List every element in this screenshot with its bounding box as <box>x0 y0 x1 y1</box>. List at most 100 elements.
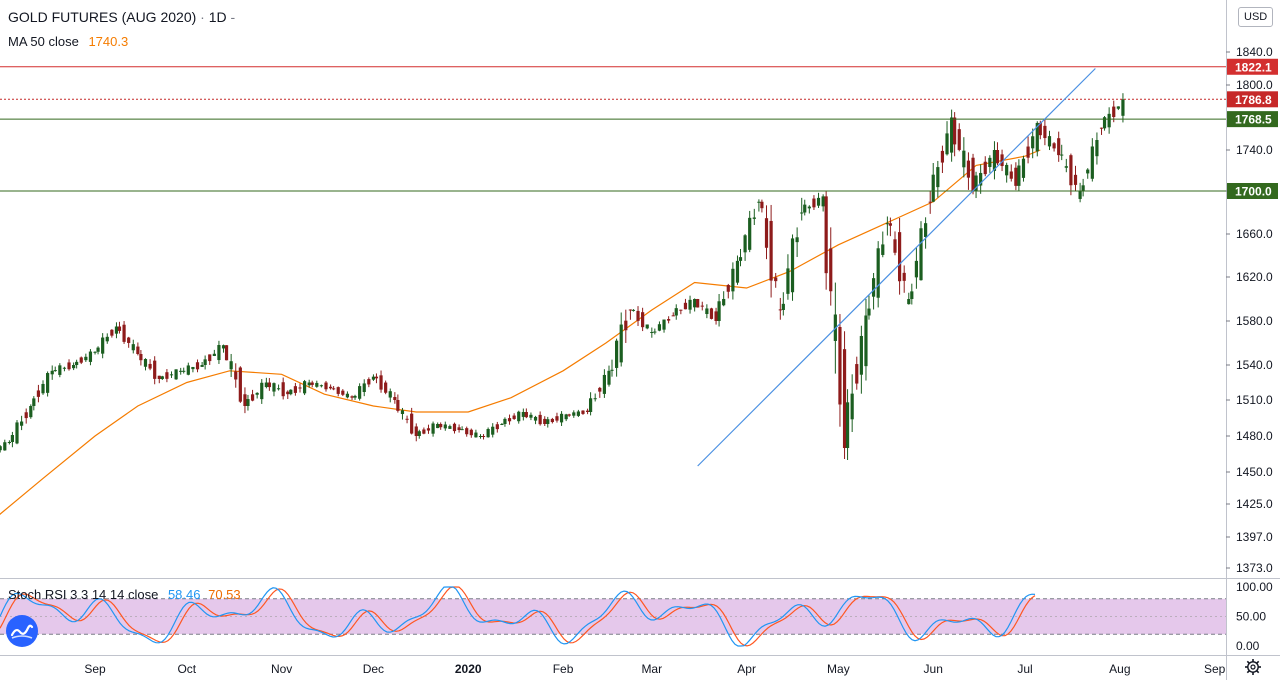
candle-body <box>1052 143 1056 149</box>
candle-body <box>117 326 122 331</box>
last-price-price-label: 1786.8 <box>1235 93 1272 107</box>
candle-body <box>212 353 216 356</box>
candle-body <box>165 372 169 379</box>
candle-body <box>910 291 914 299</box>
candle-body <box>521 412 525 417</box>
ma-legend[interactable]: MA 50 close 1740.3 <box>8 34 128 49</box>
candle-body <box>555 416 559 421</box>
candle-body <box>936 167 940 188</box>
tradingview-logo-icon[interactable] <box>6 615 38 647</box>
candle-body <box>667 319 671 321</box>
candle-body <box>588 398 593 412</box>
ma-50-line <box>0 149 1041 515</box>
candle-body <box>966 160 971 178</box>
candle-body <box>58 365 62 375</box>
candle-body <box>272 383 276 392</box>
candle-body <box>1102 117 1107 129</box>
candle-body <box>871 278 876 297</box>
candle-body <box>671 315 675 317</box>
candle-body <box>1043 125 1047 139</box>
stoch-legend[interactable]: Stoch RSI 3 3 14 14 close 58.46 70.53 <box>8 587 241 602</box>
candle-body <box>105 336 109 342</box>
candle-body <box>62 367 67 369</box>
price-tick-label: 1840.0 <box>1236 45 1273 59</box>
candle-body <box>29 406 33 418</box>
candle-body <box>400 410 405 415</box>
candle-body <box>953 117 957 145</box>
time-tick-label: Oct <box>177 662 196 676</box>
candle-body <box>72 365 76 369</box>
candle-body <box>1121 99 1125 116</box>
time-tick-label: Jun <box>924 662 943 676</box>
candle-body <box>131 344 135 351</box>
candle-body <box>153 360 157 379</box>
candle-body <box>1090 146 1094 179</box>
candle-body <box>486 429 490 438</box>
candle-body <box>426 428 431 431</box>
price-tick-label: 1450.0 <box>1236 465 1273 479</box>
candle-body <box>738 257 743 261</box>
chart-symbol[interactable]: GOLD FUTURES (AUG 2020) <box>8 9 197 25</box>
candle-body <box>995 150 1000 164</box>
candle-body <box>238 367 242 402</box>
candle-body <box>1069 155 1073 186</box>
candle-body <box>41 383 45 394</box>
candle-body <box>524 412 528 418</box>
candle-body <box>362 383 366 392</box>
price-tick-label: 1580.0 <box>1236 314 1273 328</box>
candle-body <box>598 387 602 392</box>
candle-body <box>491 426 495 435</box>
candle-body <box>293 386 297 393</box>
candle-body <box>546 419 550 424</box>
candle-body <box>148 363 152 369</box>
candle-body <box>127 337 131 343</box>
candle-body <box>341 390 345 395</box>
chart-interval[interactable]: 1D <box>208 9 227 25</box>
stoch-tick-label: 100.00 <box>1236 580 1273 594</box>
candle-body <box>246 399 250 406</box>
candle-body <box>550 418 554 423</box>
candle-body <box>388 391 392 398</box>
candle-body <box>448 426 452 429</box>
candle-body <box>931 174 935 202</box>
candle-body <box>67 362 71 370</box>
candle-body <box>281 382 285 397</box>
candle-body <box>559 413 564 423</box>
candle-body <box>93 351 97 353</box>
currency-button[interactable]: USD <box>1238 7 1274 27</box>
candle-body <box>250 394 255 401</box>
candle-body <box>336 387 340 394</box>
candle-body <box>114 326 119 334</box>
candle-body <box>431 423 435 434</box>
candle-body <box>298 387 302 389</box>
time-tick-label: Aug <box>1109 662 1130 676</box>
candle-body <box>1017 165 1021 186</box>
candle-body <box>15 422 19 444</box>
candle-body <box>310 382 314 385</box>
support-2-price-label: 1700.0 <box>1235 185 1272 199</box>
candle-body <box>983 161 987 175</box>
candle-body <box>332 388 336 390</box>
candle-body <box>705 308 709 315</box>
price-tick-label: 1510.0 <box>1236 393 1273 407</box>
candle-body <box>888 223 892 226</box>
candle-body <box>974 175 978 191</box>
candle-body <box>160 376 164 379</box>
candle-body <box>1014 167 1018 186</box>
candle-body <box>422 429 426 434</box>
candle-body <box>319 385 324 387</box>
candle-body <box>824 196 828 274</box>
gear-icon[interactable] <box>1244 658 1262 676</box>
title-separator: · <box>200 9 205 25</box>
candle-body <box>1009 171 1013 179</box>
candle-body <box>722 298 726 306</box>
candle-body <box>881 244 885 255</box>
last-price-price-tag <box>1227 91 1278 108</box>
candle-body <box>1005 164 1009 176</box>
candle-body <box>683 302 688 310</box>
candle-body <box>940 150 945 163</box>
candle-body <box>914 260 919 278</box>
candle-body <box>619 324 623 363</box>
